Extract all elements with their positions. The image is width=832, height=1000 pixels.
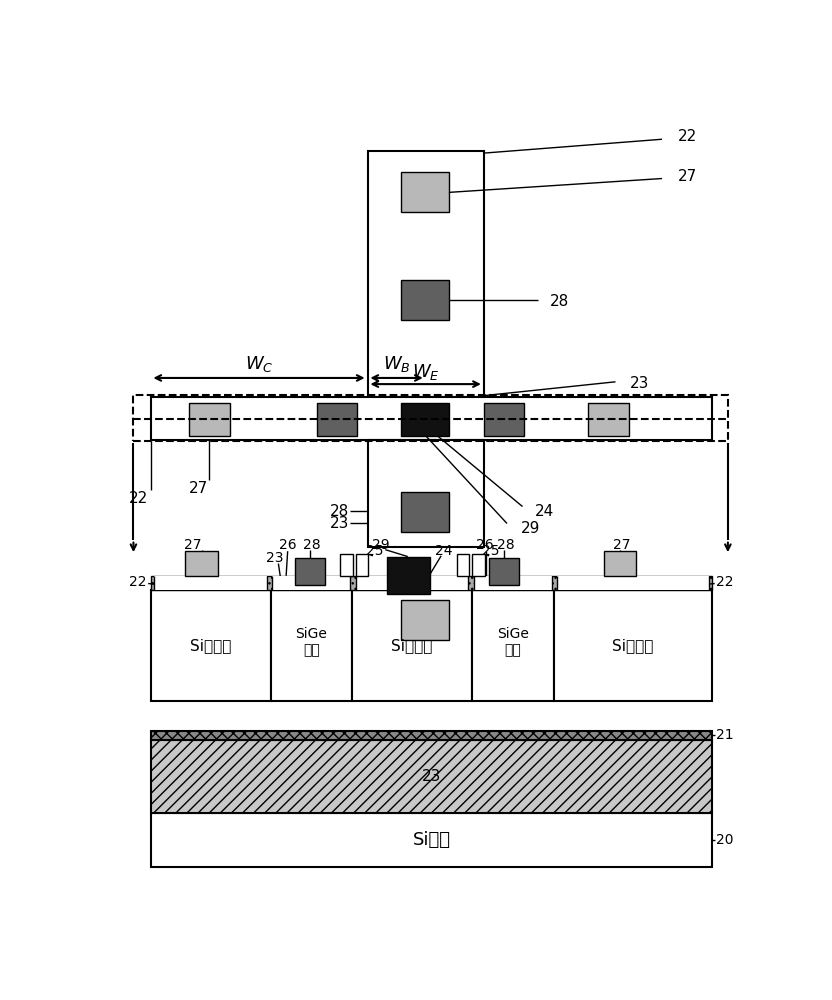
Text: SiGe
基区: SiGe 基区 <box>295 627 327 657</box>
Bar <box>151 397 712 440</box>
Bar <box>352 590 472 701</box>
Bar <box>387 557 429 594</box>
Text: 27: 27 <box>189 481 208 496</box>
Text: 26: 26 <box>279 538 296 552</box>
Bar <box>401 492 449 532</box>
Text: 22: 22 <box>716 575 734 589</box>
Bar <box>401 403 449 436</box>
Bar <box>272 576 350 590</box>
Text: 25: 25 <box>366 544 384 558</box>
Text: 27: 27 <box>677 169 696 184</box>
Text: 28: 28 <box>303 538 320 552</box>
Bar <box>553 590 712 701</box>
Text: Si集电区: Si集电区 <box>612 638 654 653</box>
Bar <box>472 590 553 701</box>
Text: Si集电区: Si集电区 <box>190 638 231 653</box>
Bar <box>356 554 369 576</box>
Text: 24: 24 <box>535 504 554 519</box>
Bar <box>557 576 709 590</box>
Bar <box>489 558 518 585</box>
Text: SiGe
基区: SiGe 基区 <box>497 627 529 657</box>
Text: $W_B$: $W_B$ <box>383 354 410 374</box>
Bar <box>401 280 449 320</box>
Bar <box>151 813 712 867</box>
Bar <box>151 740 712 813</box>
Bar <box>473 576 552 590</box>
Bar <box>186 551 218 576</box>
Text: $W_C$: $W_C$ <box>245 354 273 374</box>
Text: Si发射区: Si发射区 <box>391 638 433 653</box>
Text: 22: 22 <box>677 129 696 144</box>
Text: 28: 28 <box>550 294 569 309</box>
Text: 20: 20 <box>716 833 734 847</box>
Bar <box>483 403 524 436</box>
Text: 23: 23 <box>422 769 441 784</box>
Bar <box>155 576 267 590</box>
Bar <box>472 554 484 576</box>
Bar <box>151 731 712 740</box>
Text: 29: 29 <box>372 538 389 552</box>
Bar <box>295 558 324 585</box>
Bar <box>401 172 449 212</box>
Bar <box>151 590 270 701</box>
Text: 27: 27 <box>613 538 631 552</box>
Text: 21: 21 <box>716 728 734 742</box>
Bar <box>604 551 636 576</box>
Text: 22: 22 <box>129 575 146 589</box>
Bar <box>270 590 352 701</box>
Text: 22: 22 <box>129 491 148 506</box>
Bar <box>457 554 469 576</box>
Bar <box>588 403 629 436</box>
Text: 23: 23 <box>329 516 349 531</box>
Bar <box>356 576 468 590</box>
Bar <box>401 600 449 640</box>
Bar <box>340 554 353 576</box>
Text: 29: 29 <box>521 521 540 536</box>
Text: 28: 28 <box>497 538 514 552</box>
Text: 23: 23 <box>630 376 649 391</box>
Bar <box>151 576 712 590</box>
Text: 25: 25 <box>482 544 499 558</box>
Bar <box>368 440 483 547</box>
Bar <box>317 403 358 436</box>
Text: Si衬底: Si衬底 <box>413 831 450 849</box>
Text: 28: 28 <box>329 504 349 519</box>
Bar <box>133 395 728 441</box>
Text: 23: 23 <box>265 551 283 565</box>
Text: 24: 24 <box>434 544 453 558</box>
Text: 27: 27 <box>184 538 201 552</box>
Bar <box>189 403 230 436</box>
Text: $W_E$: $W_E$ <box>412 362 439 382</box>
Text: 26: 26 <box>476 538 493 552</box>
Bar <box>368 151 483 397</box>
